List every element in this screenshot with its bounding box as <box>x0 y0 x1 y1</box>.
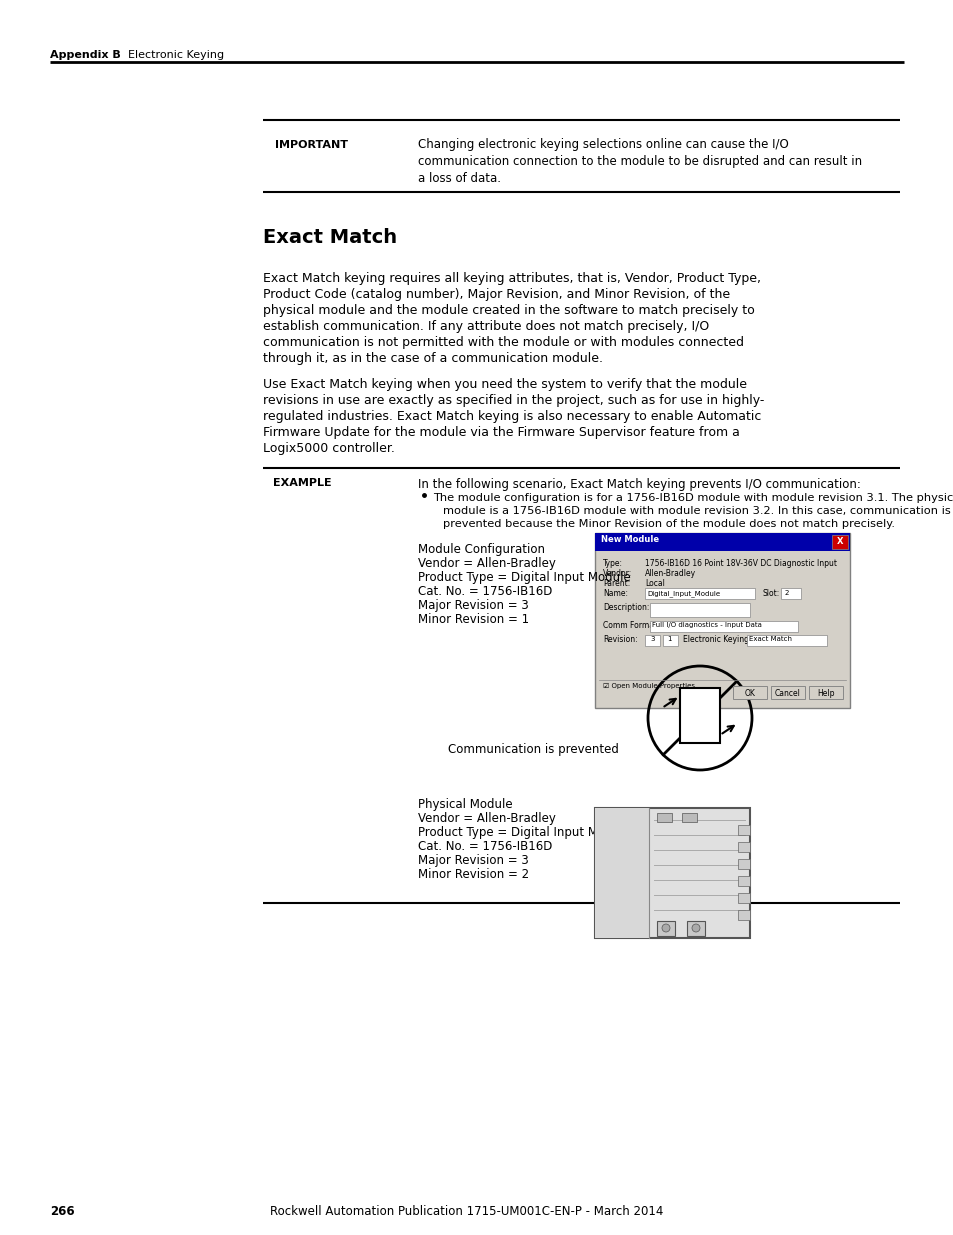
Text: Appendix B: Appendix B <box>50 49 121 61</box>
Bar <box>657 921 675 936</box>
Text: Cat. No. = 1756-IB16D: Cat. No. = 1756-IB16D <box>417 840 552 853</box>
Text: revisions in use are exactly as specified in the project, such as for use in hig: revisions in use are exactly as specifie… <box>263 394 763 408</box>
Bar <box>644 635 659 646</box>
Text: Logix5000 controller.: Logix5000 controller. <box>263 442 395 454</box>
Text: 2: 2 <box>784 590 788 597</box>
Text: Rockwell Automation Publication 1715-UM001C-EN-P - March 2014: Rockwell Automation Publication 1715-UM0… <box>270 1205 662 1218</box>
Text: Vendor = Allen-Bradley: Vendor = Allen-Bradley <box>417 811 556 825</box>
Text: establish communication. If any attribute does not match precisely, I/O: establish communication. If any attribut… <box>263 320 708 333</box>
Text: Electronic Keying: Electronic Keying <box>113 49 224 61</box>
Bar <box>738 893 749 903</box>
Circle shape <box>661 924 669 932</box>
Text: physical module and the module created in the software to match precisely to: physical module and the module created i… <box>263 304 754 317</box>
Bar <box>781 588 801 599</box>
Text: Exact Match keying requires all keying attributes, that is, Vendor, Product Type: Exact Match keying requires all keying a… <box>263 272 760 285</box>
Text: Comm Format:: Comm Format: <box>602 621 659 630</box>
Text: The module configuration is for a 1756-IB16D module with module revision 3.1. Th: The module configuration is for a 1756-I… <box>433 493 953 503</box>
Text: through it, as in the case of a communication module.: through it, as in the case of a communic… <box>263 352 602 366</box>
Text: IMPORTANT: IMPORTANT <box>274 140 348 149</box>
Text: Local: Local <box>644 579 664 588</box>
Text: Type:: Type: <box>602 559 622 568</box>
Text: In the following scenario, Exact Match keying prevents I/O communication:: In the following scenario, Exact Match k… <box>417 478 860 492</box>
Text: Exact Match: Exact Match <box>748 636 791 642</box>
Bar <box>808 685 842 699</box>
Bar <box>732 685 766 699</box>
Text: New Module: New Module <box>600 535 659 543</box>
Text: Vendor = Allen-Bradley: Vendor = Allen-Bradley <box>417 557 556 571</box>
Text: Minor Revision = 1: Minor Revision = 1 <box>417 613 529 626</box>
Text: communication connection to the module to be disrupted and can result in: communication connection to the module t… <box>417 156 862 168</box>
Text: Module Configuration: Module Configuration <box>417 543 544 556</box>
Bar <box>662 635 678 646</box>
Circle shape <box>691 924 700 932</box>
Bar <box>746 635 826 646</box>
Bar <box>686 921 704 936</box>
Text: Product Type = Digital Input Module: Product Type = Digital Input Module <box>417 826 630 839</box>
Bar <box>644 588 754 599</box>
Bar <box>649 621 797 632</box>
Text: communication is not permitted with the module or with modules connected: communication is not permitted with the … <box>263 336 743 350</box>
Text: Exact Match: Exact Match <box>263 228 396 247</box>
Text: regulated industries. Exact Match keying is also necessary to enable Automatic: regulated industries. Exact Match keying… <box>263 410 760 424</box>
Bar <box>738 825 749 835</box>
Text: module is a 1756-IB16D module with module revision 3.2. In this case, communicat: module is a 1756-IB16D module with modul… <box>442 506 950 516</box>
Text: 1756-IB16D 16 Point 18V-36V DC Diagnostic Input: 1756-IB16D 16 Point 18V-36V DC Diagnosti… <box>644 559 836 568</box>
Text: Changing electronic keying selections online can cause the I/O: Changing electronic keying selections on… <box>417 138 788 151</box>
Text: Major Revision = 3: Major Revision = 3 <box>417 599 528 613</box>
Text: Parent:: Parent: <box>602 579 630 588</box>
Text: Major Revision = 3: Major Revision = 3 <box>417 853 528 867</box>
Bar <box>831 535 847 550</box>
Text: Allen-Bradley: Allen-Bradley <box>644 569 696 578</box>
Text: OK: OK <box>743 689 755 698</box>
Text: ☑ Open Module Properties: ☑ Open Module Properties <box>602 683 695 689</box>
Text: Revision:: Revision: <box>602 635 637 643</box>
Text: Help: Help <box>817 689 834 698</box>
Bar <box>770 685 804 699</box>
Text: EXAMPLE: EXAMPLE <box>273 478 332 488</box>
Text: Slot:: Slot: <box>762 589 780 598</box>
Bar <box>738 860 749 869</box>
Bar <box>738 876 749 885</box>
Text: Physical Module: Physical Module <box>417 798 512 811</box>
Text: Electronic Keying:: Electronic Keying: <box>682 635 751 643</box>
Text: a loss of data.: a loss of data. <box>417 172 500 185</box>
Bar <box>738 842 749 852</box>
Bar <box>738 910 749 920</box>
Bar <box>657 813 671 823</box>
Text: X: X <box>836 537 842 546</box>
Bar <box>595 808 749 939</box>
Text: 3: 3 <box>649 636 654 642</box>
Bar <box>681 813 697 823</box>
Text: prevented because the Minor Revision of the module does not match precisely.: prevented because the Minor Revision of … <box>442 519 894 529</box>
Bar <box>679 688 720 743</box>
Text: Use Exact Match keying when you need the system to verify that the module: Use Exact Match keying when you need the… <box>263 378 746 391</box>
Text: Name:: Name: <box>602 589 627 598</box>
Bar <box>595 534 849 708</box>
Text: 1: 1 <box>666 636 671 642</box>
Text: Cancel: Cancel <box>774 689 801 698</box>
Bar <box>595 534 849 551</box>
Text: Communication is prevented: Communication is prevented <box>448 743 618 756</box>
Text: Cat. No. = 1756-IB16D: Cat. No. = 1756-IB16D <box>417 585 552 598</box>
Bar <box>649 603 749 618</box>
Text: Product Type = Digital Input Module: Product Type = Digital Input Module <box>417 571 630 584</box>
Bar <box>595 808 649 939</box>
Text: Vendor:: Vendor: <box>602 569 632 578</box>
Text: Minor Revision = 2: Minor Revision = 2 <box>417 868 529 881</box>
Text: Firmware Update for the module via the Firmware Supervisor feature from a: Firmware Update for the module via the F… <box>263 426 740 438</box>
Text: 266: 266 <box>50 1205 74 1218</box>
Bar <box>600 555 843 684</box>
Text: Digital_Input_Module: Digital_Input_Module <box>646 590 720 597</box>
Text: Product Code (catalog number), Major Revision, and Minor Revision, of the: Product Code (catalog number), Major Rev… <box>263 288 729 301</box>
Text: Description:: Description: <box>602 603 649 613</box>
Text: Full I/O diagnostics - Input Data: Full I/O diagnostics - Input Data <box>651 622 761 629</box>
